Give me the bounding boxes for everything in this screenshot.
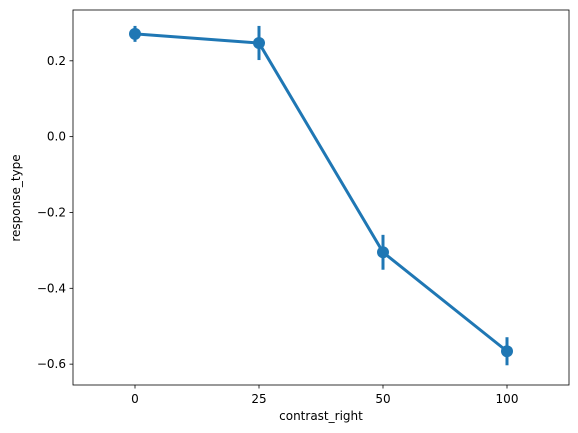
y-tick-label: 0.2 xyxy=(47,54,66,68)
y-tick-label: −0.2 xyxy=(37,205,66,219)
point xyxy=(501,345,513,358)
y-axis-label: response_type xyxy=(9,154,23,241)
x-tick-label: 100 xyxy=(496,392,519,406)
x-tick-label: 25 xyxy=(251,392,266,406)
series-line xyxy=(134,32,508,353)
x-tick-label: 0 xyxy=(131,392,139,406)
x-tick-label: 50 xyxy=(375,392,390,406)
x-axis-label: contrast_right xyxy=(279,409,363,423)
y-tick-label: −0.4 xyxy=(37,281,66,295)
plot-frame xyxy=(72,9,570,386)
y-tick-label: 0.0 xyxy=(47,130,66,144)
point xyxy=(377,246,389,259)
point xyxy=(253,36,265,49)
point xyxy=(129,27,141,40)
y-tick-label: −0.6 xyxy=(37,357,66,371)
